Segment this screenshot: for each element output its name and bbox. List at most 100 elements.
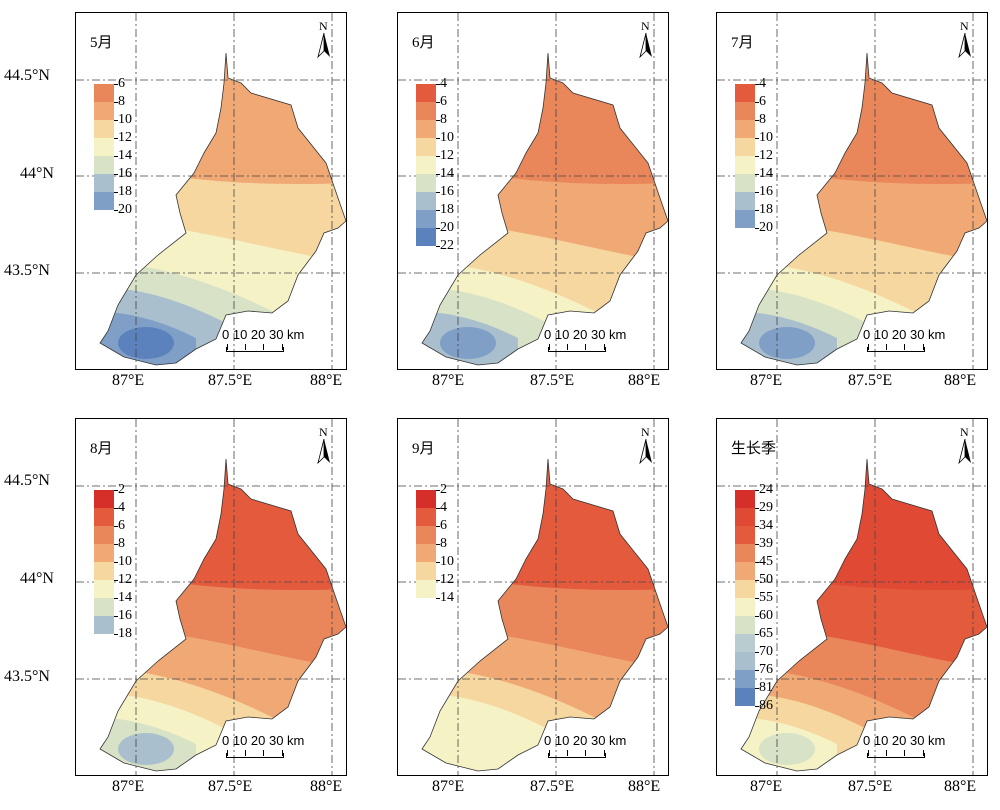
legend-item: 18 bbox=[94, 625, 164, 643]
legend-label: 60 bbox=[759, 608, 773, 623]
legend-item: 8 bbox=[94, 535, 164, 562]
legend-swatch bbox=[735, 120, 755, 138]
map-panel: 生长季 24 29 34 39 45 50 55 60 65 70 76 81 86 N 0 10 20… bbox=[716, 418, 988, 776]
legend-label: 16 bbox=[440, 184, 454, 199]
y-label-top-44: 44°N bbox=[20, 165, 54, 182]
x-label-p5-87: 87°E bbox=[432, 778, 465, 795]
legend-item: 4 bbox=[416, 75, 486, 102]
legend: 24 29 34 39 45 50 55 60 65 70 76 81 86 bbox=[735, 481, 805, 715]
panel-title: 8月 bbox=[90, 441, 113, 457]
y-label-top-445: 44.5°N bbox=[4, 67, 50, 84]
legend-item: 70 bbox=[735, 643, 805, 670]
legend-label: 12 bbox=[440, 572, 454, 587]
legend-item: 12 bbox=[94, 571, 164, 598]
legend-label: 29 bbox=[759, 500, 773, 515]
north-arrow-icon: N bbox=[634, 425, 658, 467]
legend-swatch bbox=[735, 490, 755, 508]
legend: 6 8 10 12 14 16 18 20 bbox=[94, 75, 164, 219]
legend-label: 6 bbox=[440, 94, 447, 109]
legend-item: 16 bbox=[94, 607, 164, 634]
legend-item: 20 bbox=[94, 201, 164, 219]
north-arrow-icon: N bbox=[312, 425, 336, 467]
legend-swatch bbox=[735, 652, 755, 670]
x-label-p3-88: 88°E bbox=[944, 372, 977, 389]
x-label-p6-88: 88°E bbox=[944, 778, 977, 795]
scale-label: 0 10 20 30 km bbox=[863, 733, 946, 748]
legend-item: 8 bbox=[94, 93, 164, 120]
panel-title: 5月 bbox=[90, 35, 113, 51]
legend-swatch bbox=[94, 102, 114, 120]
legend-label: 6 bbox=[759, 94, 766, 109]
legend-swatch bbox=[735, 508, 755, 526]
legend-swatch bbox=[735, 634, 755, 652]
scale-label: 0 10 20 30 km bbox=[544, 327, 627, 342]
legend-swatch bbox=[735, 562, 755, 580]
legend-item: 60 bbox=[735, 607, 805, 634]
legend-item: 20 bbox=[735, 219, 805, 237]
legend-swatch bbox=[735, 174, 755, 192]
legend-swatch bbox=[735, 84, 755, 102]
x-label-p4-88: 88°E bbox=[310, 778, 343, 795]
legend-swatch bbox=[735, 688, 755, 706]
legend-item: 6 bbox=[735, 93, 805, 120]
scale-bar: 0 10 20 30 km bbox=[863, 733, 973, 761]
legend-label: 8 bbox=[118, 536, 125, 551]
legend-label: 12 bbox=[118, 130, 132, 145]
legend-label: 14 bbox=[440, 166, 454, 181]
legend-item: 2 bbox=[94, 481, 164, 508]
legend-swatch bbox=[416, 562, 436, 580]
legend-swatch bbox=[735, 598, 755, 616]
legend-swatch bbox=[94, 508, 114, 526]
legend-item: 14 bbox=[94, 147, 164, 174]
x-label-p5-88: 88°E bbox=[628, 778, 661, 795]
legend-item: 22 bbox=[416, 237, 486, 255]
legend-swatch bbox=[416, 490, 436, 508]
legend-item: 14 bbox=[735, 165, 805, 192]
x-label-p4-875: 87.5°E bbox=[208, 778, 253, 795]
legend-label: 22 bbox=[440, 238, 454, 253]
legend-item: 50 bbox=[735, 571, 805, 598]
map-panel: 7月 4 6 8 10 12 14 16 18 20 N 0 10 20 30 km bbox=[716, 12, 988, 370]
legend-item: 10 bbox=[416, 553, 486, 580]
legend-item: 55 bbox=[735, 589, 805, 616]
x-label-p6-87: 87°E bbox=[750, 778, 783, 795]
legend-label: 6 bbox=[118, 518, 125, 533]
x-label-p3-87: 87°E bbox=[750, 372, 783, 389]
legend-item: 14 bbox=[94, 589, 164, 616]
legend-label: 14 bbox=[440, 590, 454, 605]
legend-swatch bbox=[416, 508, 436, 526]
legend-label: 18 bbox=[118, 626, 132, 641]
panel-title: 6月 bbox=[412, 35, 435, 51]
legend-label: 8 bbox=[440, 112, 447, 127]
legend-swatch bbox=[94, 84, 114, 102]
legend-swatch bbox=[416, 228, 436, 246]
legend-item: 6 bbox=[94, 517, 164, 544]
legend-item: 20 bbox=[416, 219, 486, 246]
legend-label: 10 bbox=[118, 554, 132, 569]
legend-swatch bbox=[735, 526, 755, 544]
legend-item: 18 bbox=[735, 201, 805, 228]
legend-swatch bbox=[416, 544, 436, 562]
legend-swatch bbox=[94, 138, 114, 156]
legend-item: 8 bbox=[416, 111, 486, 138]
legend-item: 12 bbox=[416, 571, 486, 598]
legend-swatch bbox=[94, 580, 114, 598]
legend-item: 18 bbox=[416, 201, 486, 228]
legend-label: 55 bbox=[759, 590, 773, 605]
legend-label: 86 bbox=[759, 698, 773, 713]
legend-item: 14 bbox=[416, 165, 486, 192]
legend-label: 50 bbox=[759, 572, 773, 587]
legend-item: 12 bbox=[735, 147, 805, 174]
legend-label: 34 bbox=[759, 518, 773, 533]
legend-label: 16 bbox=[759, 184, 773, 199]
legend-label: 39 bbox=[759, 536, 773, 551]
x-label-p4-87: 87°E bbox=[112, 778, 145, 795]
legend-swatch bbox=[416, 138, 436, 156]
map-panel: 9月 2 4 6 8 10 12 14 N 0 10 20 30 km bbox=[397, 418, 669, 776]
scale-label: 0 10 20 30 km bbox=[863, 327, 946, 342]
x-label-p1-875: 87.5°E bbox=[208, 372, 253, 389]
panel-title: 7月 bbox=[731, 35, 754, 51]
legend-swatch bbox=[416, 210, 436, 228]
legend-label: 8 bbox=[759, 112, 766, 127]
legend-label: 14 bbox=[118, 590, 132, 605]
